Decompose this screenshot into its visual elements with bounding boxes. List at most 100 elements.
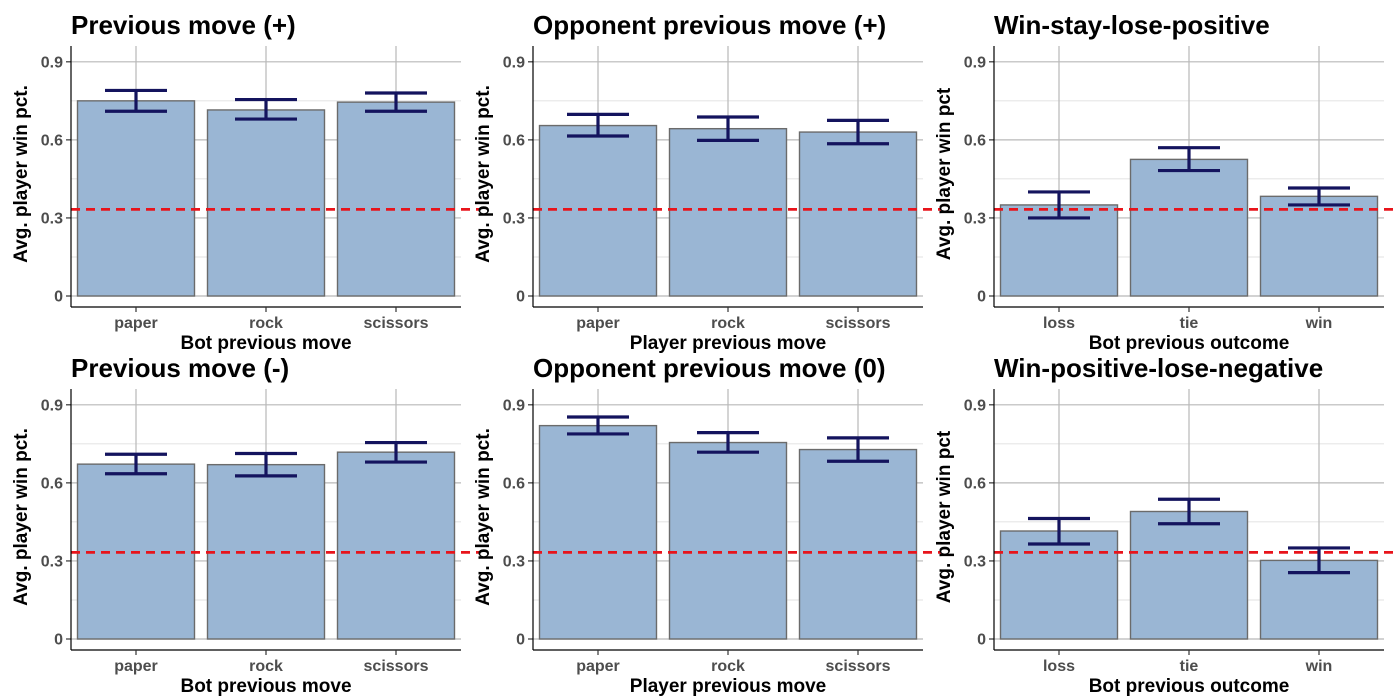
panel-title: Win-stay-lose-positive <box>994 10 1270 40</box>
x-tick-label-rock: rock <box>711 315 745 332</box>
x-tick-label-paper: paper <box>114 658 158 675</box>
x-axis-title: Player previous move <box>630 676 826 697</box>
bar-win <box>1259 195 1379 297</box>
y-tick-label: 0.6 <box>964 132 986 149</box>
y-tick-label: 0.6 <box>964 475 986 492</box>
y-tick-label: 0 <box>54 632 63 649</box>
panel-title: Win-positive-lose-negative <box>994 353 1323 383</box>
bar-rock <box>668 441 788 640</box>
y-axis-title: Avg. player win pct. <box>473 428 494 606</box>
x-tick-label-rock: rock <box>249 658 283 675</box>
bar-loss <box>999 204 1119 297</box>
x-axis-title: Bot previous move <box>180 333 351 354</box>
x-tick-label-scissors: scissors <box>364 315 429 332</box>
x-tick-label-tie: tie <box>1180 658 1199 675</box>
bar-win <box>1259 559 1379 640</box>
x-axis-title: Bot previous outcome <box>1089 333 1290 354</box>
error-bar-rock <box>697 431 759 454</box>
chart-panel-5: 0 0.3 0.6 0.9 paper rock scissors Opponent prev… <box>473 353 941 697</box>
x-tick-label-paper: paper <box>114 315 158 332</box>
y-tick-label: 0 <box>516 632 525 649</box>
x-tick-label-loss: loss <box>1043 315 1075 332</box>
y-tick-label: 0.3 <box>41 553 63 570</box>
y-axis-title: Avg. player win pct <box>934 430 955 603</box>
bar-paper <box>538 124 658 297</box>
error-bar-scissors <box>827 436 889 463</box>
y-tick-label: 0.6 <box>41 475 63 492</box>
y-tick-label: 0.9 <box>41 397 63 414</box>
x-tick-label-scissors: scissors <box>364 658 429 675</box>
y-tick-label: 0.3 <box>41 210 63 227</box>
y-tick-label: 0.9 <box>503 54 525 71</box>
bar-scissors <box>798 131 918 297</box>
x-tick-label-scissors: scissors <box>826 658 891 675</box>
error-bar-rock <box>697 115 759 142</box>
x-tick-label-tie: tie <box>1180 315 1199 332</box>
error-bar-paper <box>105 452 167 476</box>
error-bar-tie <box>1158 497 1220 526</box>
y-tick-label: 0.6 <box>503 475 525 492</box>
error-bar-rock <box>235 451 297 478</box>
error-bar-win <box>1288 186 1350 207</box>
x-tick-label-win: win <box>1305 658 1333 675</box>
error-bar-paper <box>105 88 167 113</box>
chart-panel-3: 0 0.3 0.6 0.9 loss tie win Win-stay-lose-positi… <box>934 10 1398 354</box>
error-bar-scissors <box>365 91 427 113</box>
x-tick-label-win: win <box>1305 315 1333 332</box>
y-axis-title: Avg. player win pct <box>934 87 955 260</box>
bar-tie <box>1129 158 1249 297</box>
y-tick-label: 0 <box>977 289 986 306</box>
panel-title: Opponent previous move (0) <box>533 353 886 383</box>
error-bar-scissors <box>827 118 889 146</box>
error-bar-tie <box>1158 146 1220 173</box>
y-tick-label: 0.6 <box>503 132 525 149</box>
x-tick-label-scissors: scissors <box>826 315 891 332</box>
bar-loss <box>999 530 1119 640</box>
y-tick-label: 0 <box>516 289 525 306</box>
x-axis-title: Bot previous outcome <box>1089 676 1290 697</box>
y-axis-title: Avg. player win pct. <box>473 85 494 263</box>
chart-panel-4: 0 0.3 0.6 0.9 paper rock scissors Previous move… <box>11 353 479 697</box>
x-axis-title: Player previous move <box>630 333 826 354</box>
error-bar-rock <box>235 97 297 121</box>
x-tick-label-paper: paper <box>576 315 620 332</box>
y-tick-label: 0.3 <box>503 553 525 570</box>
chart-panel-2: 0 0.3 0.6 0.9 paper rock scissors Opponent prev… <box>473 10 941 354</box>
y-tick-label: 0.9 <box>41 54 63 71</box>
error-bar-scissors <box>365 440 427 464</box>
y-tick-label: 0.3 <box>964 210 986 227</box>
y-tick-label: 0.3 <box>503 210 525 227</box>
bar-rock <box>206 109 326 297</box>
y-tick-label: 0.9 <box>503 397 525 414</box>
y-tick-label: 0.6 <box>41 132 63 149</box>
bar-scissors <box>798 448 918 640</box>
panel-title: Opponent previous move (+) <box>533 10 886 40</box>
x-tick-label-paper: paper <box>576 658 620 675</box>
x-axis-title: Bot previous move <box>180 676 351 697</box>
bar-rock <box>668 127 788 297</box>
panel-title: Previous move (-) <box>71 353 289 383</box>
error-bar-paper <box>567 112 629 138</box>
chart-panel-6: 0 0.3 0.6 0.9 loss tie win Win-positive-lose-ne… <box>934 353 1398 697</box>
bar-tie <box>1129 510 1249 640</box>
y-tick-label: 0.3 <box>964 553 986 570</box>
y-tick-label: 0.9 <box>964 54 986 71</box>
chart-panel-1: 0 0.3 0.6 0.9 paper rock scissors Previous move… <box>11 10 479 354</box>
bar-paper <box>76 100 196 297</box>
panel-title: Previous move (+) <box>71 10 296 40</box>
x-tick-label-rock: rock <box>249 315 283 332</box>
x-tick-label-rock: rock <box>711 658 745 675</box>
bar-scissors <box>336 451 456 640</box>
y-axis-title: Avg. player win pct. <box>11 428 32 606</box>
error-bar-win <box>1288 546 1350 575</box>
y-tick-label: 0.9 <box>964 397 986 414</box>
y-tick-label: 0 <box>977 632 986 649</box>
error-bar-paper <box>567 415 629 436</box>
error-bar-loss <box>1028 190 1090 220</box>
error-bar-loss <box>1028 516 1090 546</box>
x-tick-label-loss: loss <box>1043 658 1075 675</box>
y-tick-label: 0 <box>54 289 63 306</box>
bar-scissors <box>336 101 456 297</box>
bar-paper <box>538 424 658 640</box>
